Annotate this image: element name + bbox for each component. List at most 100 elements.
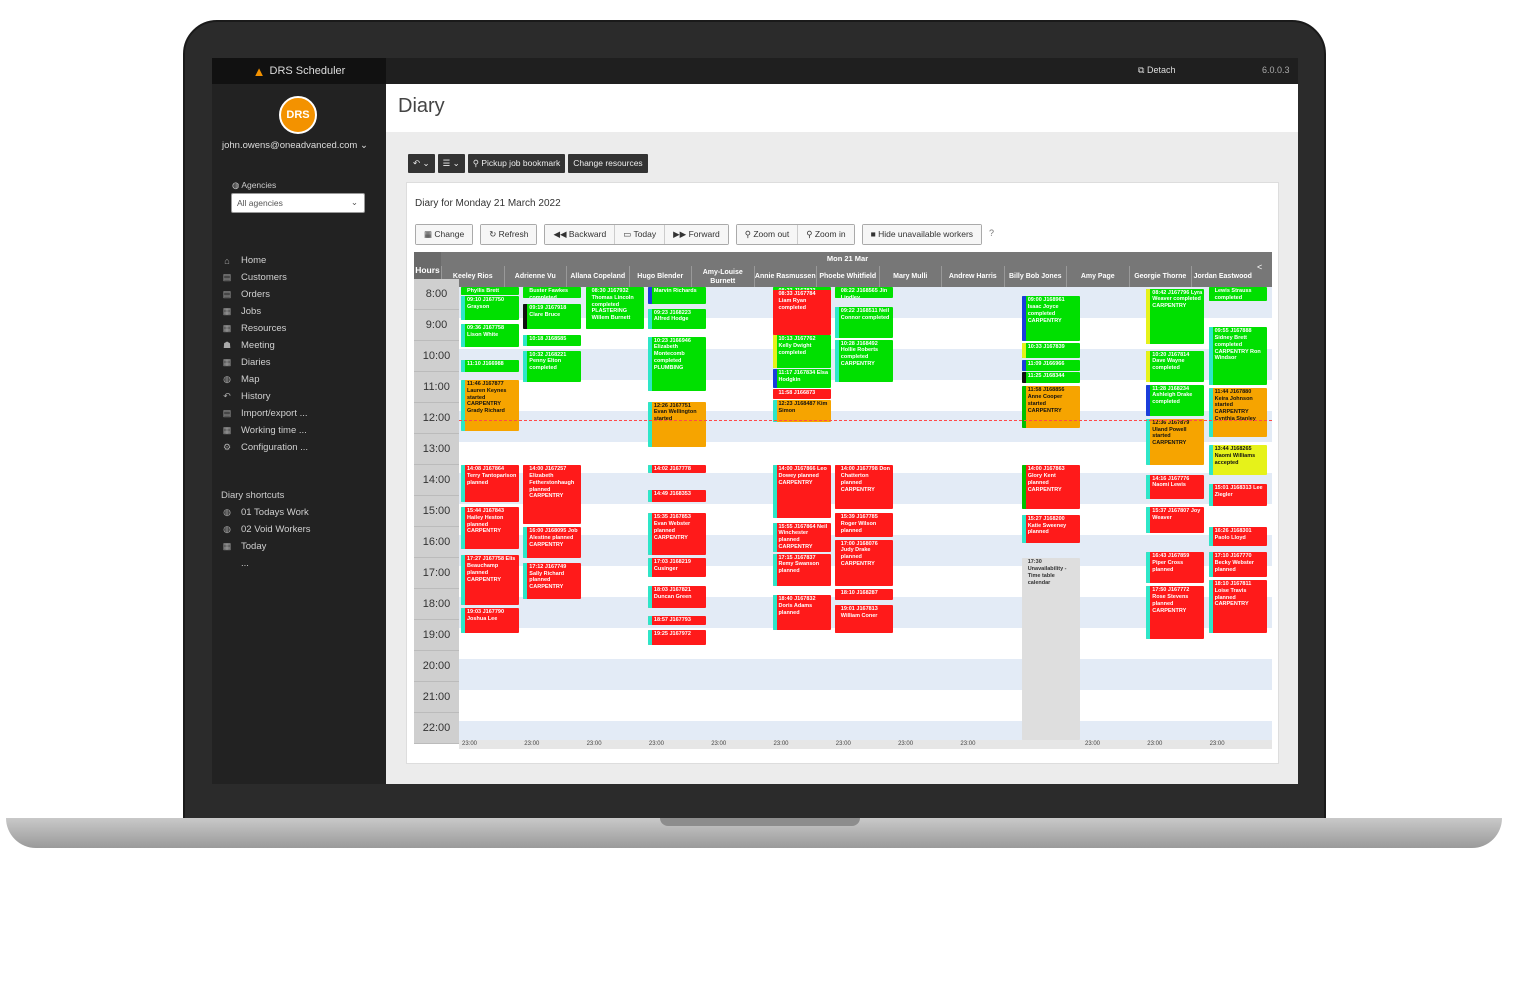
nav-jobs[interactable]: ▦ Jobs [221,303,308,320]
worker-header[interactable]: Mary Mulli [878,266,942,287]
job-card[interactable]: 11:17 J167834 Elsa Hodgkin [772,369,831,388]
backward-button[interactable]: ◀◀ Backward [545,225,615,244]
job-card[interactable]: 09:22 J168511 Neil Connor completed [834,307,893,339]
worker-header[interactable]: Allana Copeland [566,266,629,287]
job-card[interactable]: 09:19 J167918 Clare Bruce [523,304,582,329]
menu-button[interactable]: ☰ ⌄ [437,154,465,173]
job-card[interactable]: 15:37 J167807 Joy Weaver [1146,507,1205,534]
forward-button[interactable]: ▶▶ Forward [664,225,728,244]
job-card[interactable]: 15:39 J167785 Roger Wilson planned [834,513,893,537]
job-card[interactable]: 09:55 J167888 Sidney Brett completed CAR… [1208,327,1267,385]
shortcut-02-void-workers[interactable]: ◍ 02 Void Workers [221,521,310,538]
job-card[interactable]: 11:09 J166966 [1021,359,1080,371]
job-card[interactable]: 11:10 J166988 [461,359,519,373]
job-card[interactable]: 11:58 J168856 Anne Cooper started CARPEN… [1021,386,1080,429]
job-card[interactable]: Phyllis Brett [461,287,519,295]
job-card[interactable]: 11:28 J168234 Ashleigh Drake completed [1146,384,1205,416]
brand[interactable]: ▲ DRS Scheduler [212,58,386,84]
zoom-in-button[interactable]: ⚲ Zoom in [797,225,854,244]
hour-row[interactable] [459,411,1272,442]
job-card[interactable]: 08:33 J167784 Liam Ryan completed [772,290,831,336]
worker-header[interactable]: Adrienne Vu [503,266,567,287]
job-card[interactable]: 15:35 J167853 Evan Webster planned CARPE… [647,513,706,556]
job-card[interactable]: 11:25 J168344 [1021,372,1080,384]
job-card[interactable]: 19:03 J167790 Joshua Lee [461,607,519,633]
job-card[interactable]: 15:27 J168200 Katie Sweeney planned [1021,514,1080,543]
job-card[interactable]: 10:13 J167762 Kelly Dwight completed [772,335,831,368]
nav-customers[interactable]: ▤ Customers [221,269,308,286]
zoom-out-button[interactable]: ⚲ Zoom out [736,225,798,244]
today-button[interactable]: ▭ Today [614,225,665,244]
job-card[interactable]: 14:08 J167864 Terry Tantoparison planned [461,465,519,503]
shortcut-more[interactable]: ... [221,555,311,572]
undo-button[interactable]: ↶ ⌄ [408,154,435,173]
job-card[interactable]: Lewis Strauss completed [1208,287,1267,301]
job-card[interactable]: 18:03 J167821 Duncan Green [647,586,706,608]
job-card[interactable]: 13:44 J168265 Naomi Williams accepted [1208,445,1267,475]
job-card[interactable]: 08:30 J167932 Thomas Lincoln completed P… [585,287,644,329]
job-card[interactable]: 17:50 J167772 Rose Stevens planned CARPE… [1146,586,1205,639]
job-card[interactable]: 10:18 J168585 [523,335,582,346]
job-card[interactable]: 14:00 J167866 Leo Dowey planned CARPENTR… [772,465,831,518]
job-card[interactable]: 09:10 J167750 Grayson [461,296,519,320]
refresh-button[interactable]: ↻ Refresh [481,225,537,244]
job-card[interactable]: 14:16 J167776 Naomi Lewis [1146,474,1205,500]
job-card[interactable]: 18:10 J168287 [834,589,893,601]
worker-header[interactable]: Hugo Blender [628,266,692,287]
help-icon[interactable]: ? [989,228,995,238]
unavailability-block[interactable]: 17:30 Unavailability - Time table calend… [1021,558,1080,740]
nav-history[interactable]: ↶ History [221,388,308,405]
nav-meeting[interactable]: ☗ Meeting [221,337,308,354]
job-card[interactable]: 16:26 J168301 Paolo Lloyd [1208,527,1267,546]
job-card[interactable]: 15:44 J167843 Hailey Heston planned CARP… [461,507,519,549]
change-resources-button[interactable]: Change resources [568,154,648,173]
hour-row[interactable] [459,659,1272,690]
hour-row[interactable] [459,690,1272,721]
job-card[interactable]: 10:20 J167814 Dave Wayne completed [1146,350,1205,382]
shortcut-today[interactable]: ▦ Today [221,538,311,555]
job-card[interactable]: 14:00 J167863 Glory Kent planned CARPENT… [1021,465,1080,509]
job-card[interactable]: 12:26 J167751 Evan Wellington started [647,401,706,447]
job-card[interactable]: 14:49 J168353 [647,490,706,503]
shortcut-01-todays-work[interactable]: ◍ 01 Todays Work [221,504,311,521]
job-card[interactable]: 15:01 J168313 Lee Ziegler [1208,483,1267,506]
job-card[interactable]: 10:33 J167839 [1021,342,1080,359]
job-card[interactable]: 14:02 J167778 [647,465,706,474]
agencies-select[interactable]: All agencies ⌄ [231,193,365,213]
nav-resources[interactable]: ▦ Resources [221,320,308,337]
job-card[interactable]: 11:44 J167880 Keira Johnson started CARP… [1208,387,1267,438]
hour-row[interactable] [459,380,1272,411]
worker-header[interactable]: Phoebe Whitfield [816,266,879,287]
job-card[interactable]: 17:27 J167758 Elis Beauchamp planned CAR… [461,555,519,605]
job-card[interactable]: Marvin Richards [647,287,706,305]
worker-header[interactable]: Jordan Eastwood [1191,266,1254,287]
job-card[interactable]: 17:00 J168076 Judy Drake planned CARPENT… [834,539,893,587]
job-card[interactable]: 18:40 J167832 Doris Adams planned [772,595,831,630]
job-card[interactable]: 12:23 J168487 Kim Simon [772,400,831,422]
detach-button[interactable]: ⧉ Detach [1138,65,1175,76]
job-card[interactable]: 09:23 J168223 Alfred Hodge [647,308,706,329]
job-card[interactable]: 10:28 J168492 Hollie Roberts completed C… [834,339,893,382]
hour-row[interactable] [459,628,1272,659]
job-card[interactable]: 17:03 J168219 Cusinger [647,558,706,577]
worker-header[interactable]: Billy Bob Jones [1003,266,1067,287]
job-card[interactable]: 08:42 J167796 Lyra Weaver completed CARP… [1146,288,1205,345]
nav-import-export[interactable]: ▤ Import/export ... [221,405,308,422]
collapse-icon[interactable]: < [1257,262,1263,272]
job-card[interactable]: 10:32 J168221 Penny Elton completed [523,350,582,382]
worker-header[interactable]: Annie Rasmussen [753,266,817,287]
nav-working-time[interactable]: ▦ Working time ... [221,422,308,439]
job-card[interactable]: 18:10 J167811 Loise Travis planned CARPE… [1208,579,1267,633]
worker-header[interactable]: Andrew Harris [941,266,1004,287]
nav-diaries[interactable]: ▦ Diaries [221,354,308,371]
job-card[interactable]: 17:10 J167770 Becky Webster planned [1208,552,1267,577]
job-card[interactable]: 16:43 J167859 Piper Cross planned [1146,552,1205,584]
user-menu[interactable]: john.owens@oneadvanced.com ⌄ [222,140,368,151]
worker-header[interactable]: Georgie Thorne [1128,266,1192,287]
job-card[interactable]: 15:55 J167864 Neil Winchester planned CA… [772,522,831,553]
job-card[interactable]: 19:25 J167972 [647,629,706,646]
change-button[interactable]: ▦ Change [416,225,473,244]
hide-unavailable-button[interactable]: ■ Hide unavailable workers [862,225,982,244]
job-card[interactable]: 17:12 J167749 Sally Richard planned CARP… [523,562,582,599]
job-card[interactable]: 09:36 J167758 Lison White [461,324,519,348]
